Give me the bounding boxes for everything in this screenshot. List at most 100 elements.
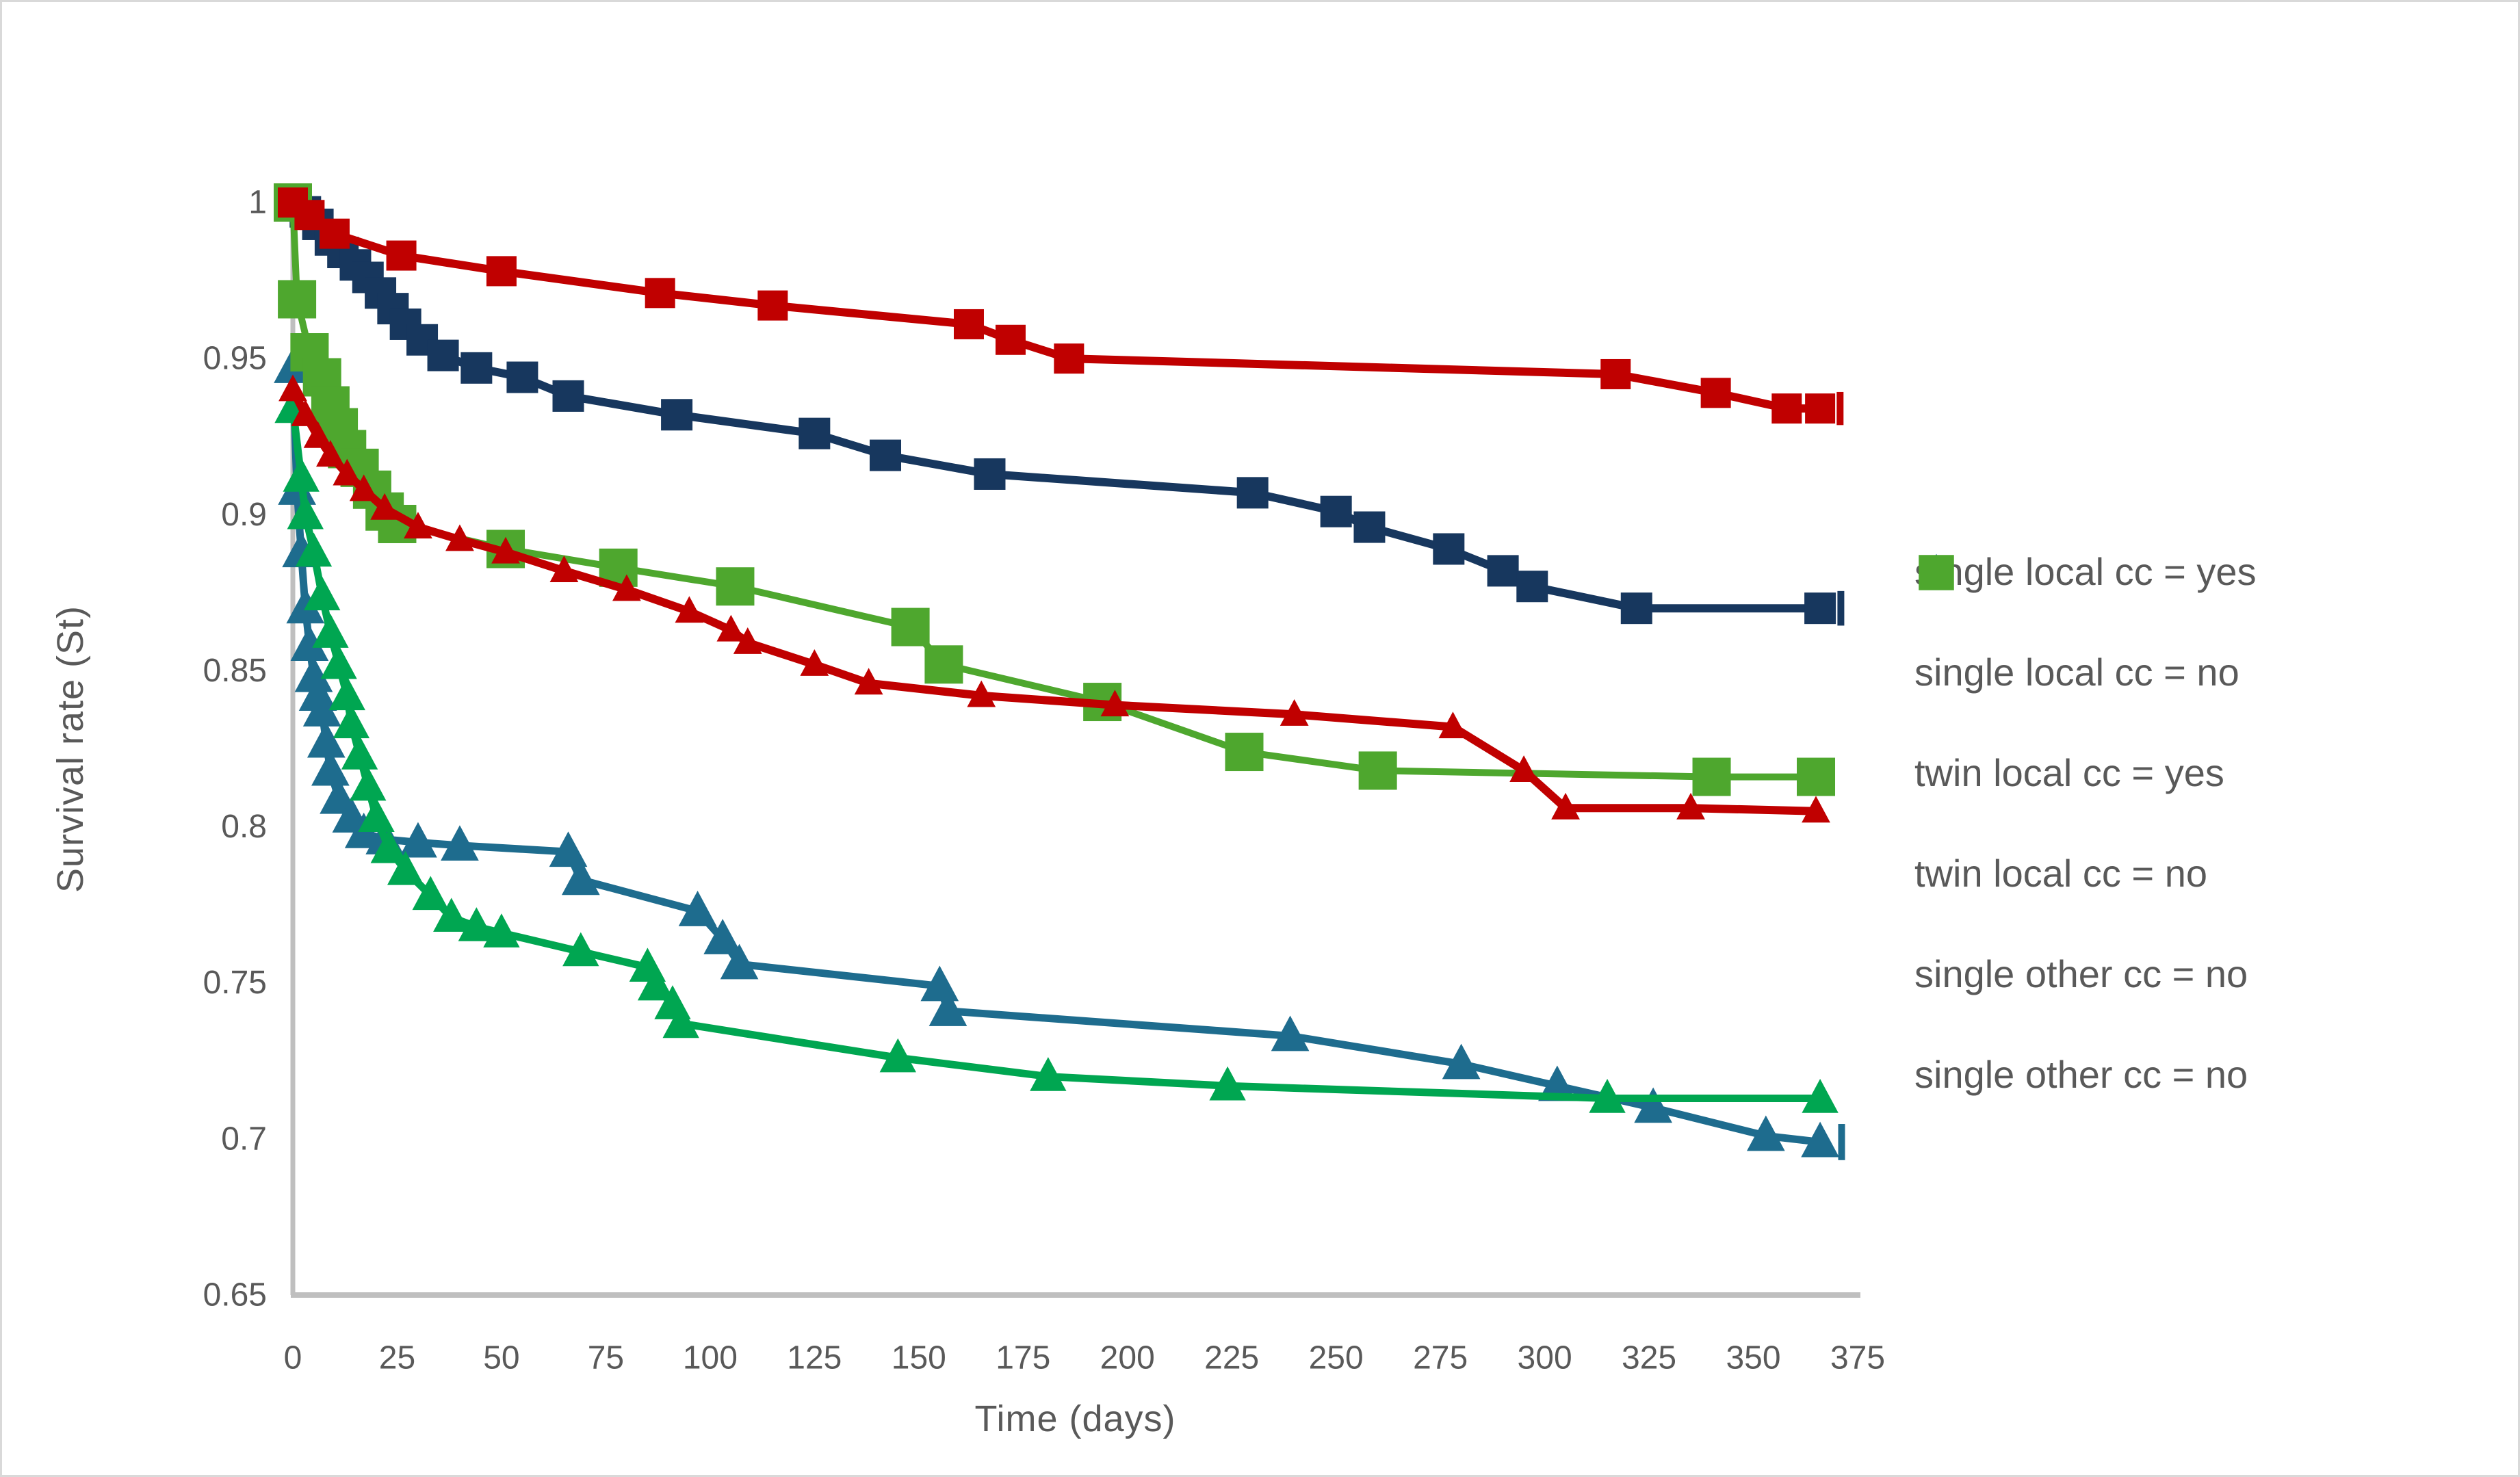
- data-point-marker: [1771, 393, 1802, 424]
- data-point-marker: [370, 493, 400, 520]
- data-point-marker: [333, 458, 362, 486]
- data-point-marker: [304, 576, 341, 611]
- data-point-marker: [1700, 378, 1731, 408]
- data-point-marker: [316, 440, 345, 467]
- x-tick-label: 275: [1413, 1340, 1468, 1376]
- series-line: [289, 404, 1824, 1102]
- data-point-marker: [278, 280, 317, 319]
- data-point-marker: [506, 361, 538, 393]
- data-point-marker: [291, 399, 320, 426]
- data-point-marker: [441, 825, 479, 861]
- series-single-other-cc-no-triangle-up: [274, 389, 1839, 1113]
- legend-item-single-local-cc-no-square: single local cc = no: [1914, 558, 2257, 694]
- data-point-marker: [552, 380, 584, 412]
- y-axis-title: Survival rate (St): [50, 605, 91, 893]
- data-point-marker: [404, 512, 432, 539]
- data-point-marker: [1209, 1066, 1246, 1101]
- data-point-marker: [1746, 1115, 1785, 1151]
- data-point-marker: [370, 828, 407, 863]
- data-point-marker: [458, 907, 495, 941]
- data-point-marker: [295, 532, 333, 567]
- x-tick-label: 100: [683, 1340, 738, 1376]
- y-tick-label: 0.8: [221, 809, 267, 845]
- data-point-marker: [1620, 592, 1652, 625]
- data-point-marker: [358, 798, 395, 833]
- data-point-marker: [661, 399, 693, 431]
- data-point-marker: [1054, 343, 1084, 374]
- data-point-marker: [303, 421, 333, 448]
- y-tick-label: 0.7: [221, 1121, 267, 1157]
- y-tick-label: 1: [248, 185, 267, 221]
- y-tick-label: 0.85: [203, 653, 267, 689]
- data-point-marker: [386, 240, 417, 271]
- legend-label: single other cc = no: [1914, 1053, 2248, 1096]
- data-point-marker: [427, 339, 459, 371]
- data-point-marker: [1801, 1121, 1839, 1158]
- data-point-marker: [1589, 1079, 1626, 1113]
- data-point-marker: [1442, 1043, 1481, 1080]
- y-tick-label: 0.65: [203, 1277, 267, 1313]
- data-point-marker: [350, 766, 387, 801]
- data-point-marker: [1600, 358, 1631, 389]
- legend-label: single other cc = no: [1914, 952, 2248, 995]
- y-tick-label: 0.75: [203, 965, 267, 1001]
- data-point-marker: [549, 831, 588, 867]
- x-tick-label: 225: [1204, 1340, 1259, 1376]
- data-point-marker: [716, 567, 755, 606]
- x-tick-label: 325: [1622, 1340, 1676, 1376]
- data-point-marker: [953, 309, 984, 339]
- data-point-marker: [662, 1004, 699, 1038]
- data-point-marker: [675, 596, 704, 623]
- data-point-marker: [1438, 711, 1468, 739]
- data-point-marker: [307, 722, 346, 758]
- data-point-marker: [703, 919, 742, 954]
- data-point-marker: [483, 913, 520, 947]
- legend-square-icon: [1919, 555, 1954, 590]
- data-point-marker: [286, 588, 325, 624]
- data-point-marker: [757, 290, 788, 321]
- x-tick-label: 25: [379, 1340, 415, 1376]
- data-point-marker: [562, 932, 599, 967]
- data-point-marker: [1551, 792, 1580, 820]
- data-point-marker: [716, 614, 746, 642]
- series-twin-local-cc-yes-triangle-up: [278, 374, 1830, 823]
- data-point-marker: [311, 750, 350, 786]
- series-line: [289, 199, 1819, 781]
- data-point-marker: [678, 891, 717, 926]
- data-point-marker: [1797, 757, 1836, 796]
- y-tick-label: 0.95: [203, 341, 267, 377]
- x-tick-label: 350: [1726, 1340, 1780, 1376]
- data-point-marker: [1271, 1015, 1310, 1051]
- x-tick-label: 175: [996, 1340, 1050, 1376]
- data-point-marker: [637, 966, 675, 1001]
- censor-end-tick: [1837, 590, 1845, 626]
- data-point-marker: [491, 536, 520, 564]
- x-tick-label: 75: [588, 1340, 624, 1376]
- data-point-marker: [800, 649, 829, 676]
- data-point-marker: [349, 474, 378, 501]
- data-point-marker: [1433, 533, 1465, 565]
- data-point-marker: [1225, 733, 1264, 772]
- legend-label: single local cc = no: [1914, 651, 2239, 694]
- data-point-marker: [645, 278, 675, 309]
- series-single-local-cc-yes-triangle-up: [274, 348, 1845, 1160]
- legend-item-twin-local-cc-no-square: twin local cc = no: [1914, 558, 2257, 896]
- data-point-marker: [612, 574, 641, 601]
- data-point-marker: [320, 644, 357, 679]
- data-point-marker: [399, 822, 437, 858]
- data-point-marker: [278, 374, 307, 402]
- data-point-marker: [1236, 477, 1269, 509]
- legend-item-single-other-cc-no-square: single other cc = no: [1914, 555, 2257, 1097]
- data-point-marker: [445, 524, 474, 551]
- x-tick-label: 375: [1830, 1340, 1885, 1376]
- y-tick-label: 0.9: [221, 497, 267, 533]
- legend-label: twin local cc = yes: [1914, 751, 2224, 794]
- data-point-marker: [924, 645, 963, 684]
- data-point-marker: [891, 607, 930, 646]
- data-point-marker: [328, 676, 365, 711]
- x-tick-label: 125: [787, 1340, 842, 1376]
- data-point-marker: [412, 876, 449, 911]
- x-tick-label: 150: [892, 1340, 946, 1376]
- data-point-marker: [720, 943, 759, 980]
